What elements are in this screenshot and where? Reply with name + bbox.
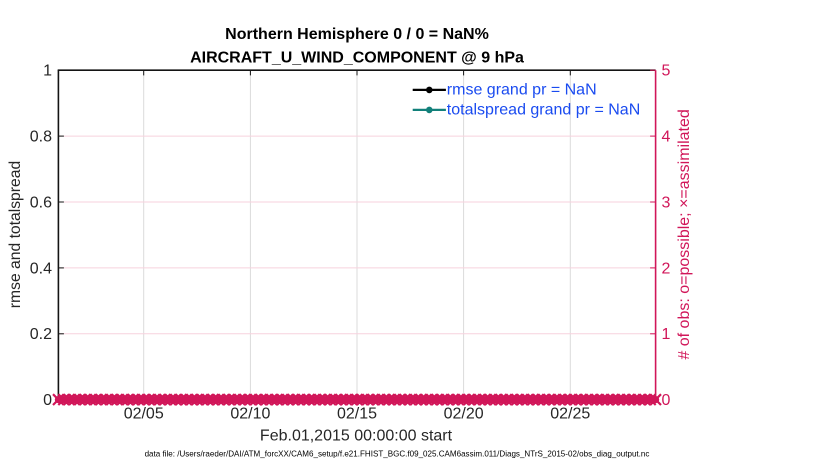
svg-text:AIRCRAFT_U_WIND_COMPONENT @ 9: AIRCRAFT_U_WIND_COMPONENT @ 9 hPa <box>190 50 524 67</box>
svg-text:02/25: 02/25 <box>550 406 590 423</box>
svg-text:# of obs: o=possible; ×=assimi: # of obs: o=possible; ×=assimilated <box>676 109 693 359</box>
svg-text:Feb.01,2015 00:00:00 start: Feb.01,2015 00:00:00 start <box>260 428 453 445</box>
svg-text:02/10: 02/10 <box>230 406 270 423</box>
svg-text:data file: /Users/raeder/DAI/A: data file: /Users/raeder/DAI/ATM_forcXX/… <box>145 450 650 459</box>
svg-text:5: 5 <box>662 63 671 80</box>
svg-text:0: 0 <box>43 392 52 409</box>
svg-text:totalspread grand pr = NaN: totalspread grand pr = NaN <box>447 101 640 118</box>
svg-text:02/05: 02/05 <box>124 406 164 423</box>
svg-text:1: 1 <box>662 326 671 343</box>
svg-text:Northern Hemisphere 0 / 0 = Na: Northern Hemisphere 0 / 0 = NaN% <box>225 26 489 43</box>
svg-text:rmse grand pr = NaN: rmse grand pr = NaN <box>447 81 597 98</box>
svg-text:2: 2 <box>662 260 671 277</box>
svg-text:0: 0 <box>662 392 671 409</box>
svg-text:4: 4 <box>662 129 671 146</box>
svg-text:0.8: 0.8 <box>30 129 52 146</box>
svg-text:0.6: 0.6 <box>30 194 52 211</box>
svg-text:0.4: 0.4 <box>30 260 52 277</box>
svg-text:0.2: 0.2 <box>30 326 52 343</box>
svg-text:02/15: 02/15 <box>337 406 377 423</box>
svg-text:02/20: 02/20 <box>444 406 484 423</box>
svg-text:1: 1 <box>43 63 52 80</box>
svg-text:rmse and totalspread: rmse and totalspread <box>7 161 24 308</box>
svg-text:3: 3 <box>662 194 671 211</box>
